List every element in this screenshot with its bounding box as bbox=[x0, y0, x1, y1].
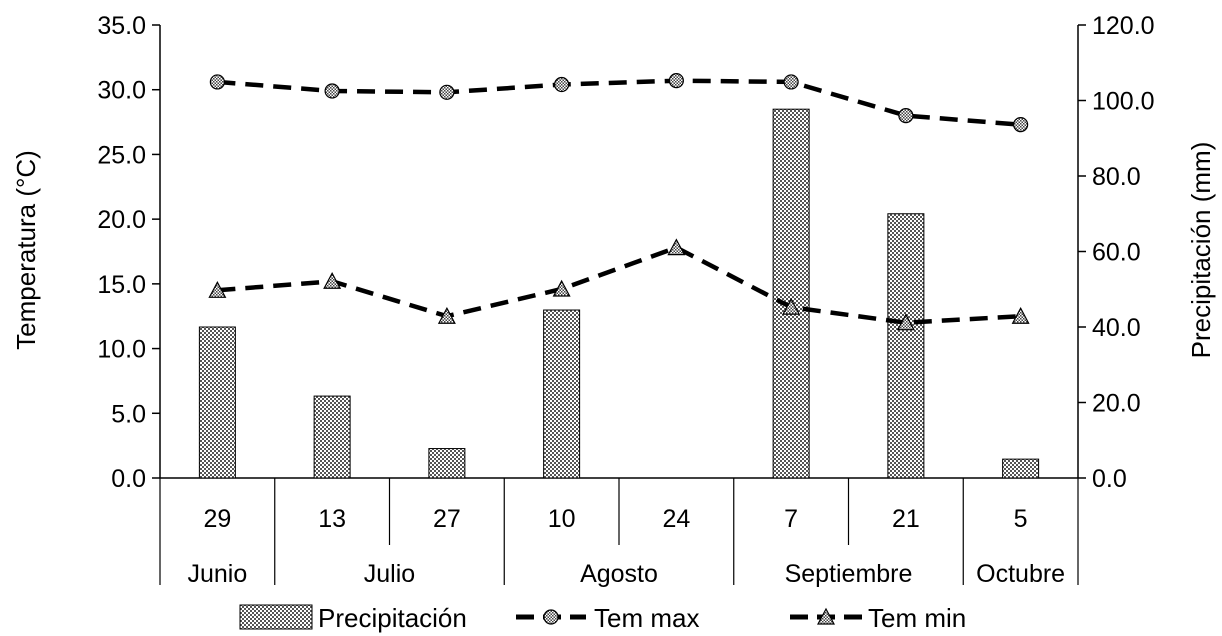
tmax-point bbox=[898, 107, 914, 124]
y-axis-right-title: Precipitación (mm) bbox=[1186, 142, 1216, 359]
precipitation-bar bbox=[1002, 458, 1040, 479]
legend-tmin-label: Tem min bbox=[868, 603, 966, 633]
tmin-point bbox=[782, 297, 801, 315]
tmax-point bbox=[324, 83, 340, 99]
y-tick-right-label: 120.0 bbox=[1092, 12, 1155, 40]
x-category-label: 27 bbox=[433, 505, 461, 533]
tmin-line bbox=[217, 245, 1021, 325]
y-tick-left-label: 25.0 bbox=[97, 141, 146, 169]
y-tick-right-label: 100.0 bbox=[1092, 88, 1155, 116]
tmin-point bbox=[896, 313, 915, 331]
precipitation-bar bbox=[543, 309, 581, 479]
temperature-lines bbox=[208, 73, 1030, 331]
y-tick-left-label: 35.0 bbox=[97, 12, 146, 40]
x-month-label: Octubre bbox=[976, 560, 1065, 588]
tmin-point bbox=[552, 279, 571, 297]
legend-precip-swatch bbox=[239, 604, 313, 630]
y-tick-left-label: 0.0 bbox=[111, 465, 146, 493]
precipitation-bar bbox=[887, 213, 925, 479]
y-tick-right-label: 20.0 bbox=[1092, 390, 1141, 418]
y-tick-left-label: 15.0 bbox=[97, 271, 146, 299]
x-category-label: 7 bbox=[784, 505, 798, 533]
y-axis-left-title: Temperatura (°C) bbox=[11, 150, 41, 350]
y-tick-right-label: 60.0 bbox=[1092, 239, 1141, 267]
axes bbox=[152, 24, 1086, 585]
tmax-point bbox=[668, 73, 684, 89]
x-month-label: Septiembre bbox=[785, 560, 913, 588]
legend-tmax-marker bbox=[543, 609, 559, 625]
y-tick-right-label: 40.0 bbox=[1092, 314, 1141, 342]
tmin-point bbox=[323, 271, 342, 289]
precipitation-bar bbox=[428, 448, 466, 479]
precipitation-bar bbox=[198, 326, 236, 479]
x-category-label: 10 bbox=[548, 505, 576, 533]
x-month-label: Julio bbox=[364, 560, 415, 588]
y-tick-left-label: 20.0 bbox=[97, 206, 146, 234]
y-tick-right-label: 0.0 bbox=[1092, 465, 1127, 493]
legend-tmin-marker bbox=[817, 607, 835, 625]
x-category-label: 13 bbox=[318, 505, 346, 533]
tmin-point bbox=[208, 281, 227, 298]
x-category-label: 29 bbox=[203, 505, 231, 533]
x-month-label: Agosto bbox=[580, 560, 658, 588]
x-category-label: 5 bbox=[1014, 505, 1028, 533]
tmin-point bbox=[667, 238, 686, 256]
tmax-line bbox=[217, 78, 1021, 127]
tick-labels: 0.0 5.0 10.0 15.0 20.0 25.0 30.0 35.0 0.0 20.0 40.… bbox=[97, 12, 1154, 588]
tmax-point bbox=[783, 74, 799, 90]
x-category-label: 24 bbox=[662, 505, 690, 533]
tmax-point bbox=[554, 76, 570, 93]
y-tick-left-label: 30.0 bbox=[97, 77, 146, 105]
precipitation-bar bbox=[313, 395, 351, 479]
y-tick-right-label: 80.0 bbox=[1092, 163, 1141, 191]
x-month-label: Junio bbox=[187, 560, 247, 588]
legend-tmax-label: Tem max bbox=[594, 603, 699, 633]
legend-precip-label: Precipitación bbox=[318, 603, 467, 633]
tmin-point bbox=[1011, 306, 1030, 324]
y-tick-left-label: 10.0 bbox=[97, 336, 146, 364]
legend: Precipitación Tem max Tem min bbox=[239, 603, 966, 633]
tmin-point bbox=[437, 306, 456, 324]
tmax-point bbox=[1013, 117, 1029, 133]
tmax-point bbox=[439, 84, 455, 100]
y-tick-left-label: 5.0 bbox=[111, 400, 146, 428]
precipitation-bar bbox=[772, 108, 810, 479]
tmax-point bbox=[209, 74, 225, 90]
precipitation-bars bbox=[198, 108, 1040, 479]
x-category-label: 21 bbox=[892, 505, 920, 533]
